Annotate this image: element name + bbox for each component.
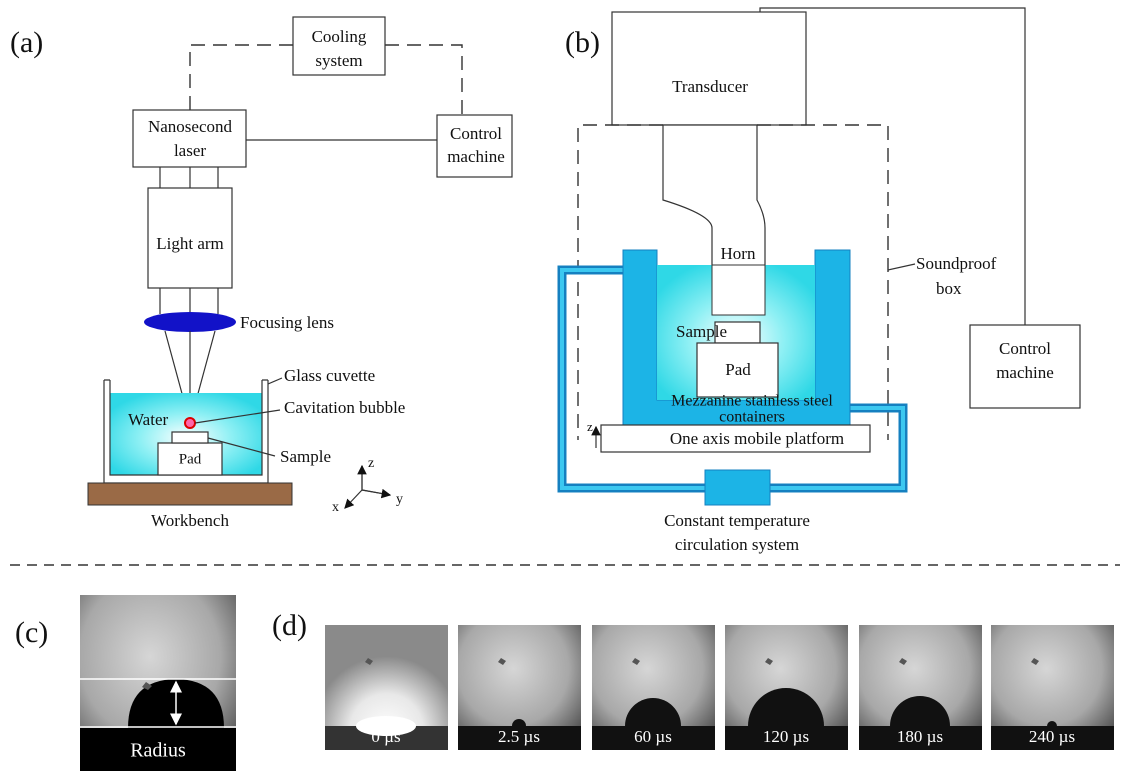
axes	[345, 466, 390, 508]
label: One axis mobile platform	[670, 429, 844, 448]
label: Pad	[179, 451, 202, 467]
panel-b: (b) Transducer Horn Soundproof box Sampl…	[562, 8, 1080, 554]
pump	[705, 470, 770, 505]
label: Mezzanine stainless steel	[671, 393, 833, 410]
label: Pad	[725, 360, 751, 379]
label: Cavitation bubble	[284, 398, 405, 417]
label: box	[936, 279, 962, 298]
box	[612, 12, 806, 125]
frame-label: 240 µs	[1029, 727, 1075, 746]
label: Nanosecond	[148, 117, 233, 136]
frame-label: 60 µs	[634, 727, 672, 746]
label: Focusing lens	[240, 313, 334, 332]
label: Transducer	[672, 77, 748, 96]
label: Control	[450, 124, 502, 143]
frame-label: 0 µs	[371, 727, 400, 746]
label: Workbench	[151, 511, 229, 530]
frame-label: 180 µs	[897, 727, 943, 746]
panel-label: (a)	[10, 26, 43, 59]
label: z	[587, 419, 593, 434]
frame-label: 120 µs	[763, 727, 809, 746]
sample	[172, 432, 208, 443]
figure: (a) Cooling system Nanosecond laser Cont…	[0, 0, 1124, 771]
leader	[888, 264, 915, 270]
label: Light arm	[156, 234, 224, 253]
axis	[362, 490, 390, 495]
panel-label: (d)	[272, 609, 307, 642]
panel-label: (c)	[15, 616, 48, 649]
beam	[160, 288, 218, 314]
label: system	[315, 51, 362, 70]
beam	[160, 167, 218, 188]
label: x	[332, 500, 339, 515]
label: Soundproof	[916, 254, 997, 273]
panel-d: (d) 0 µs 2.5 µs 60 µs 120 µs 180 µs 240 µs	[272, 609, 1114, 750]
label: laser	[174, 141, 206, 160]
label: Horn	[721, 244, 756, 263]
workbench	[88, 483, 292, 505]
label: Control	[999, 339, 1051, 358]
lens	[144, 312, 236, 332]
label: Radius	[130, 740, 186, 762]
label: Water	[128, 410, 168, 429]
bubble	[185, 418, 195, 428]
horn-tip	[712, 265, 765, 315]
panel-label: (b)	[565, 26, 600, 59]
label: Constant temperature	[664, 511, 810, 530]
panel-c: (c) Radius	[15, 595, 236, 771]
label: machine	[996, 363, 1054, 382]
label: Cooling	[312, 27, 367, 46]
label: Sample	[280, 447, 331, 466]
label: containers	[719, 409, 785, 426]
label: circulation system	[675, 535, 799, 554]
label: z	[368, 456, 374, 471]
label: Glass cuvette	[284, 366, 375, 385]
panel-a: (a) Cooling system Nanosecond laser Cont…	[10, 17, 512, 530]
label: Sample	[676, 322, 727, 341]
frame-label: 2.5 µs	[498, 727, 540, 746]
label: machine	[447, 147, 505, 166]
label: y	[396, 492, 403, 507]
